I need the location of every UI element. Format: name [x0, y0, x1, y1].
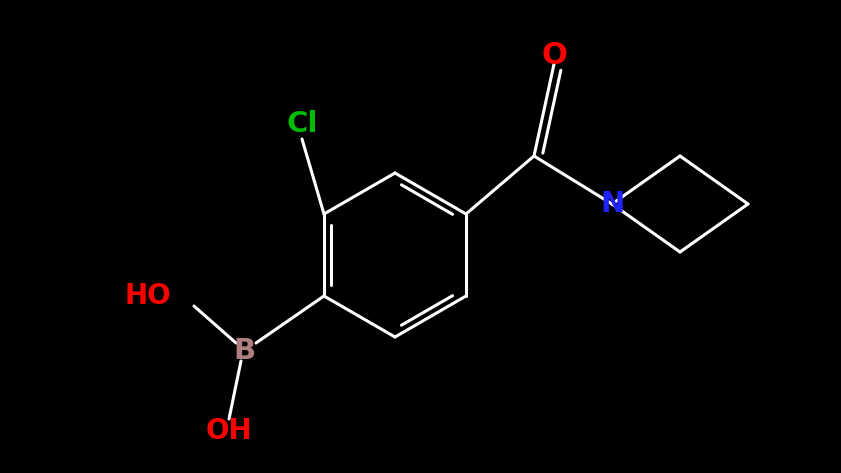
Text: Cl: Cl — [286, 110, 318, 138]
Text: HO: HO — [124, 282, 171, 310]
Text: B: B — [233, 337, 255, 365]
Text: O: O — [541, 42, 567, 70]
Text: OH: OH — [206, 417, 252, 445]
Text: N: N — [600, 190, 624, 218]
